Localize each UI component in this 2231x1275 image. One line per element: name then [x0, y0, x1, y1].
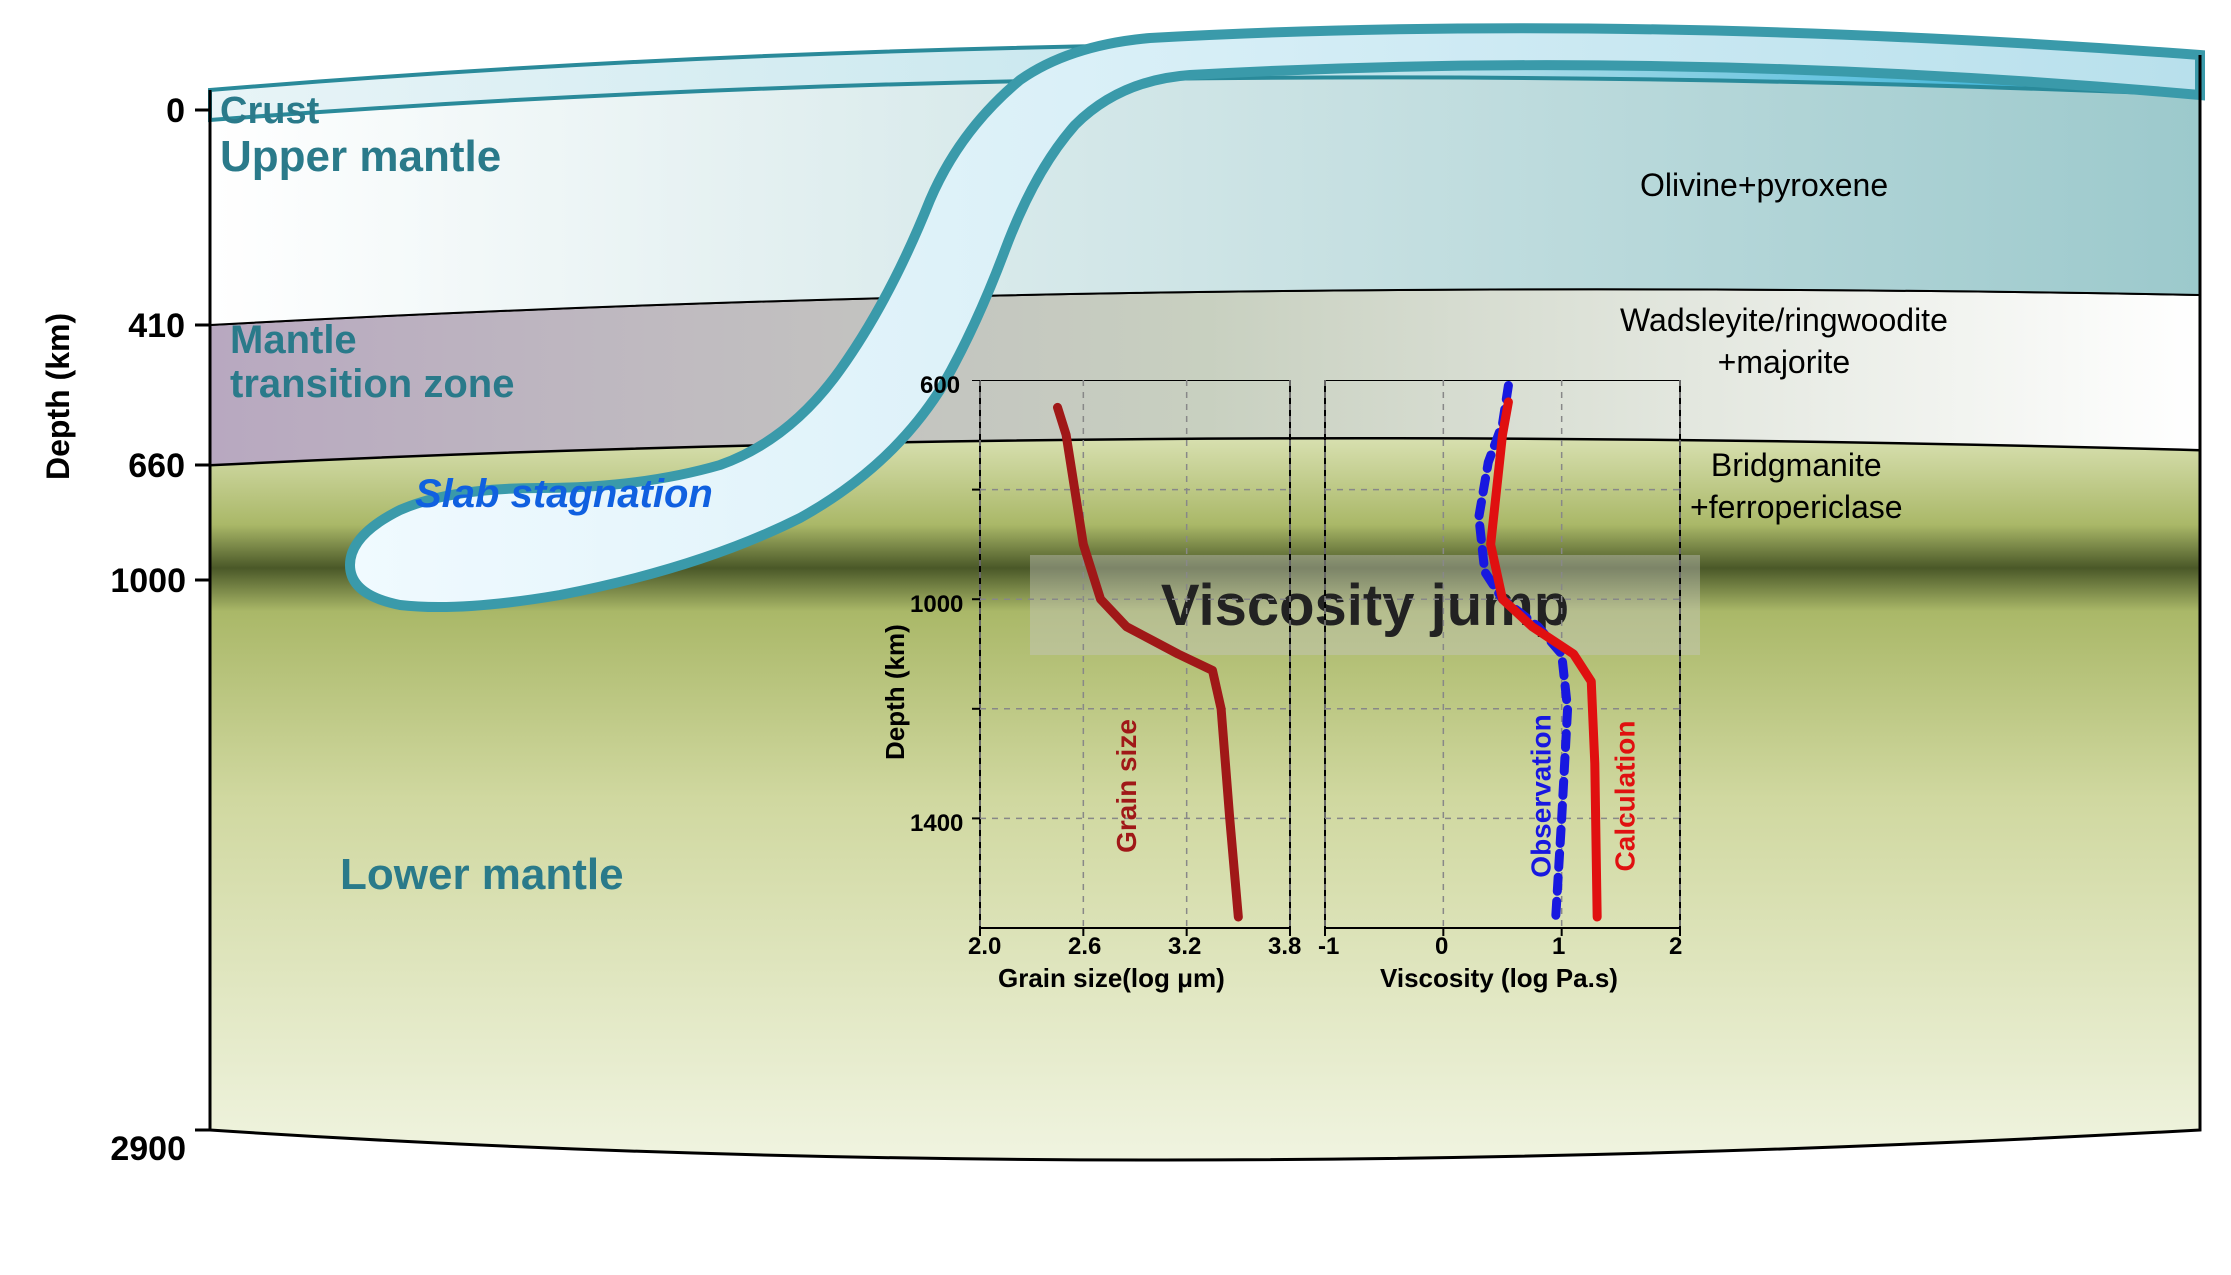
depth-tick-660: 660 — [110, 447, 185, 486]
inset-left-xtick-1: 2.6 — [1068, 933, 1101, 961]
transition-zone-mineral: Wadsleyite/ringwoodite +majorite — [1620, 300, 1948, 383]
inset-left-x-label: Grain size(log μm) — [998, 963, 1225, 994]
transition-zone-label: Mantle transition zone — [230, 318, 514, 406]
depth-axis-label: Depth (km) — [40, 313, 77, 480]
observation-series-label: Observation — [1526, 714, 1558, 877]
upper-mantle-mineral: Olivine+pyroxene — [1640, 165, 1888, 207]
inset-right-xtick-2: 1 — [1552, 933, 1565, 961]
crust-label: Crust — [220, 90, 319, 133]
mantle-diagram-container: Depth (km) 0 410 660 1000 2900 Crust Upp… — [20, 20, 2211, 1235]
inset-ytick-600: 600 — [920, 372, 960, 400]
inset-left-xtick-3: 3.8 — [1268, 933, 1301, 961]
depth-tick-2900: 2900 — [96, 1130, 186, 1169]
inset-svg — [890, 380, 1710, 1000]
inset-left-xtick-0: 2.0 — [968, 933, 1001, 961]
inset-right-x-label: Viscosity (log Pa.s) — [1380, 963, 1618, 994]
inset-right-xtick-3: 2 — [1669, 933, 1682, 961]
lower-mantle-label: Lower mantle — [340, 850, 624, 900]
inset-left-xtick-2: 3.2 — [1168, 933, 1201, 961]
depth-tick-0: 0 — [130, 92, 185, 131]
inset-chart: Depth (km) 600 1000 1400 2.0 2.6 3.2 3.8… — [890, 380, 1710, 1000]
inset-y-axis-label: Depth (km) — [880, 624, 911, 760]
depth-tick-1000: 1000 — [96, 562, 186, 601]
slab-stagnation-label: Slab stagnation — [415, 472, 713, 517]
upper-mantle-layer — [210, 77, 2200, 325]
inset-right-xtick-1: 0 — [1435, 933, 1448, 961]
calculation-series-label: Calculation — [1609, 721, 1641, 872]
depth-tick-410: 410 — [110, 307, 185, 346]
inset-ytick-1000: 1000 — [910, 591, 963, 619]
inset-ytick-1400: 1400 — [910, 810, 963, 838]
lower-mantle-mineral: Bridgmanite +ferropericlase — [1690, 445, 1903, 528]
inset-right-xtick-0: -1 — [1318, 933, 1339, 961]
grain-size-series-label: Grain size — [1111, 719, 1143, 853]
upper-mantle-label: Upper mantle — [220, 132, 501, 182]
